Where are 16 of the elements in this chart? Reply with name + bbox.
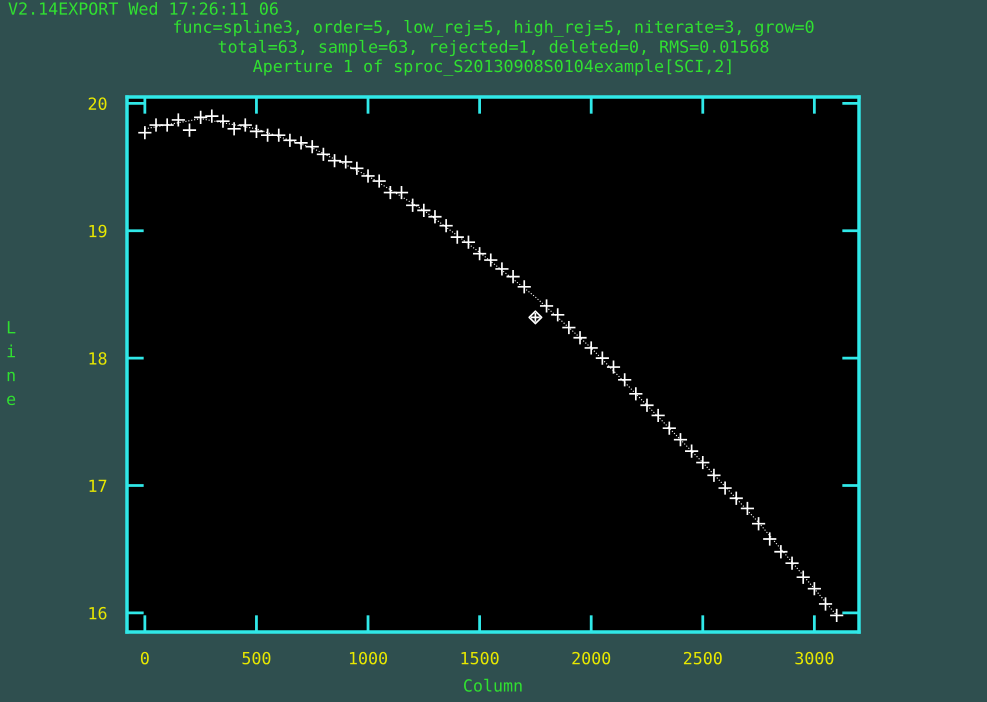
y-tick-label: 18: [89, 352, 106, 365]
x-axis-title: Column: [464, 678, 522, 692]
x-tick-label: 2000: [572, 652, 610, 664]
y-tick-label: 17: [89, 480, 106, 492]
chart-title: V2.14EXPORT Wed 17:26:11 06: [8, 2, 278, 15]
x-tick-label: 500: [242, 652, 270, 664]
x-tick-label: 2500: [684, 652, 722, 664]
x-tick-label: 1500: [462, 652, 499, 664]
x-tick-label: 3000: [795, 652, 834, 664]
x-tick-label: 0: [140, 652, 149, 664]
y-tick-label: 16: [89, 606, 106, 620]
y-tick-label: 20: [88, 97, 106, 110]
chart-subtitle: func=spline3, order=5, low_rej=5, high_rej=5, niterate=3, grow=0 total=63, sample=63, rejected=1, deleted=0, RMS=0.01568 Aperture 1 of sproc_S20130908S0104example[SCI,2]: [174, 20, 814, 76]
y-axis-title: Line: [7, 321, 16, 406]
y-tick-label: 19: [89, 224, 106, 238]
x-tick-label: 1000: [350, 652, 388, 664]
